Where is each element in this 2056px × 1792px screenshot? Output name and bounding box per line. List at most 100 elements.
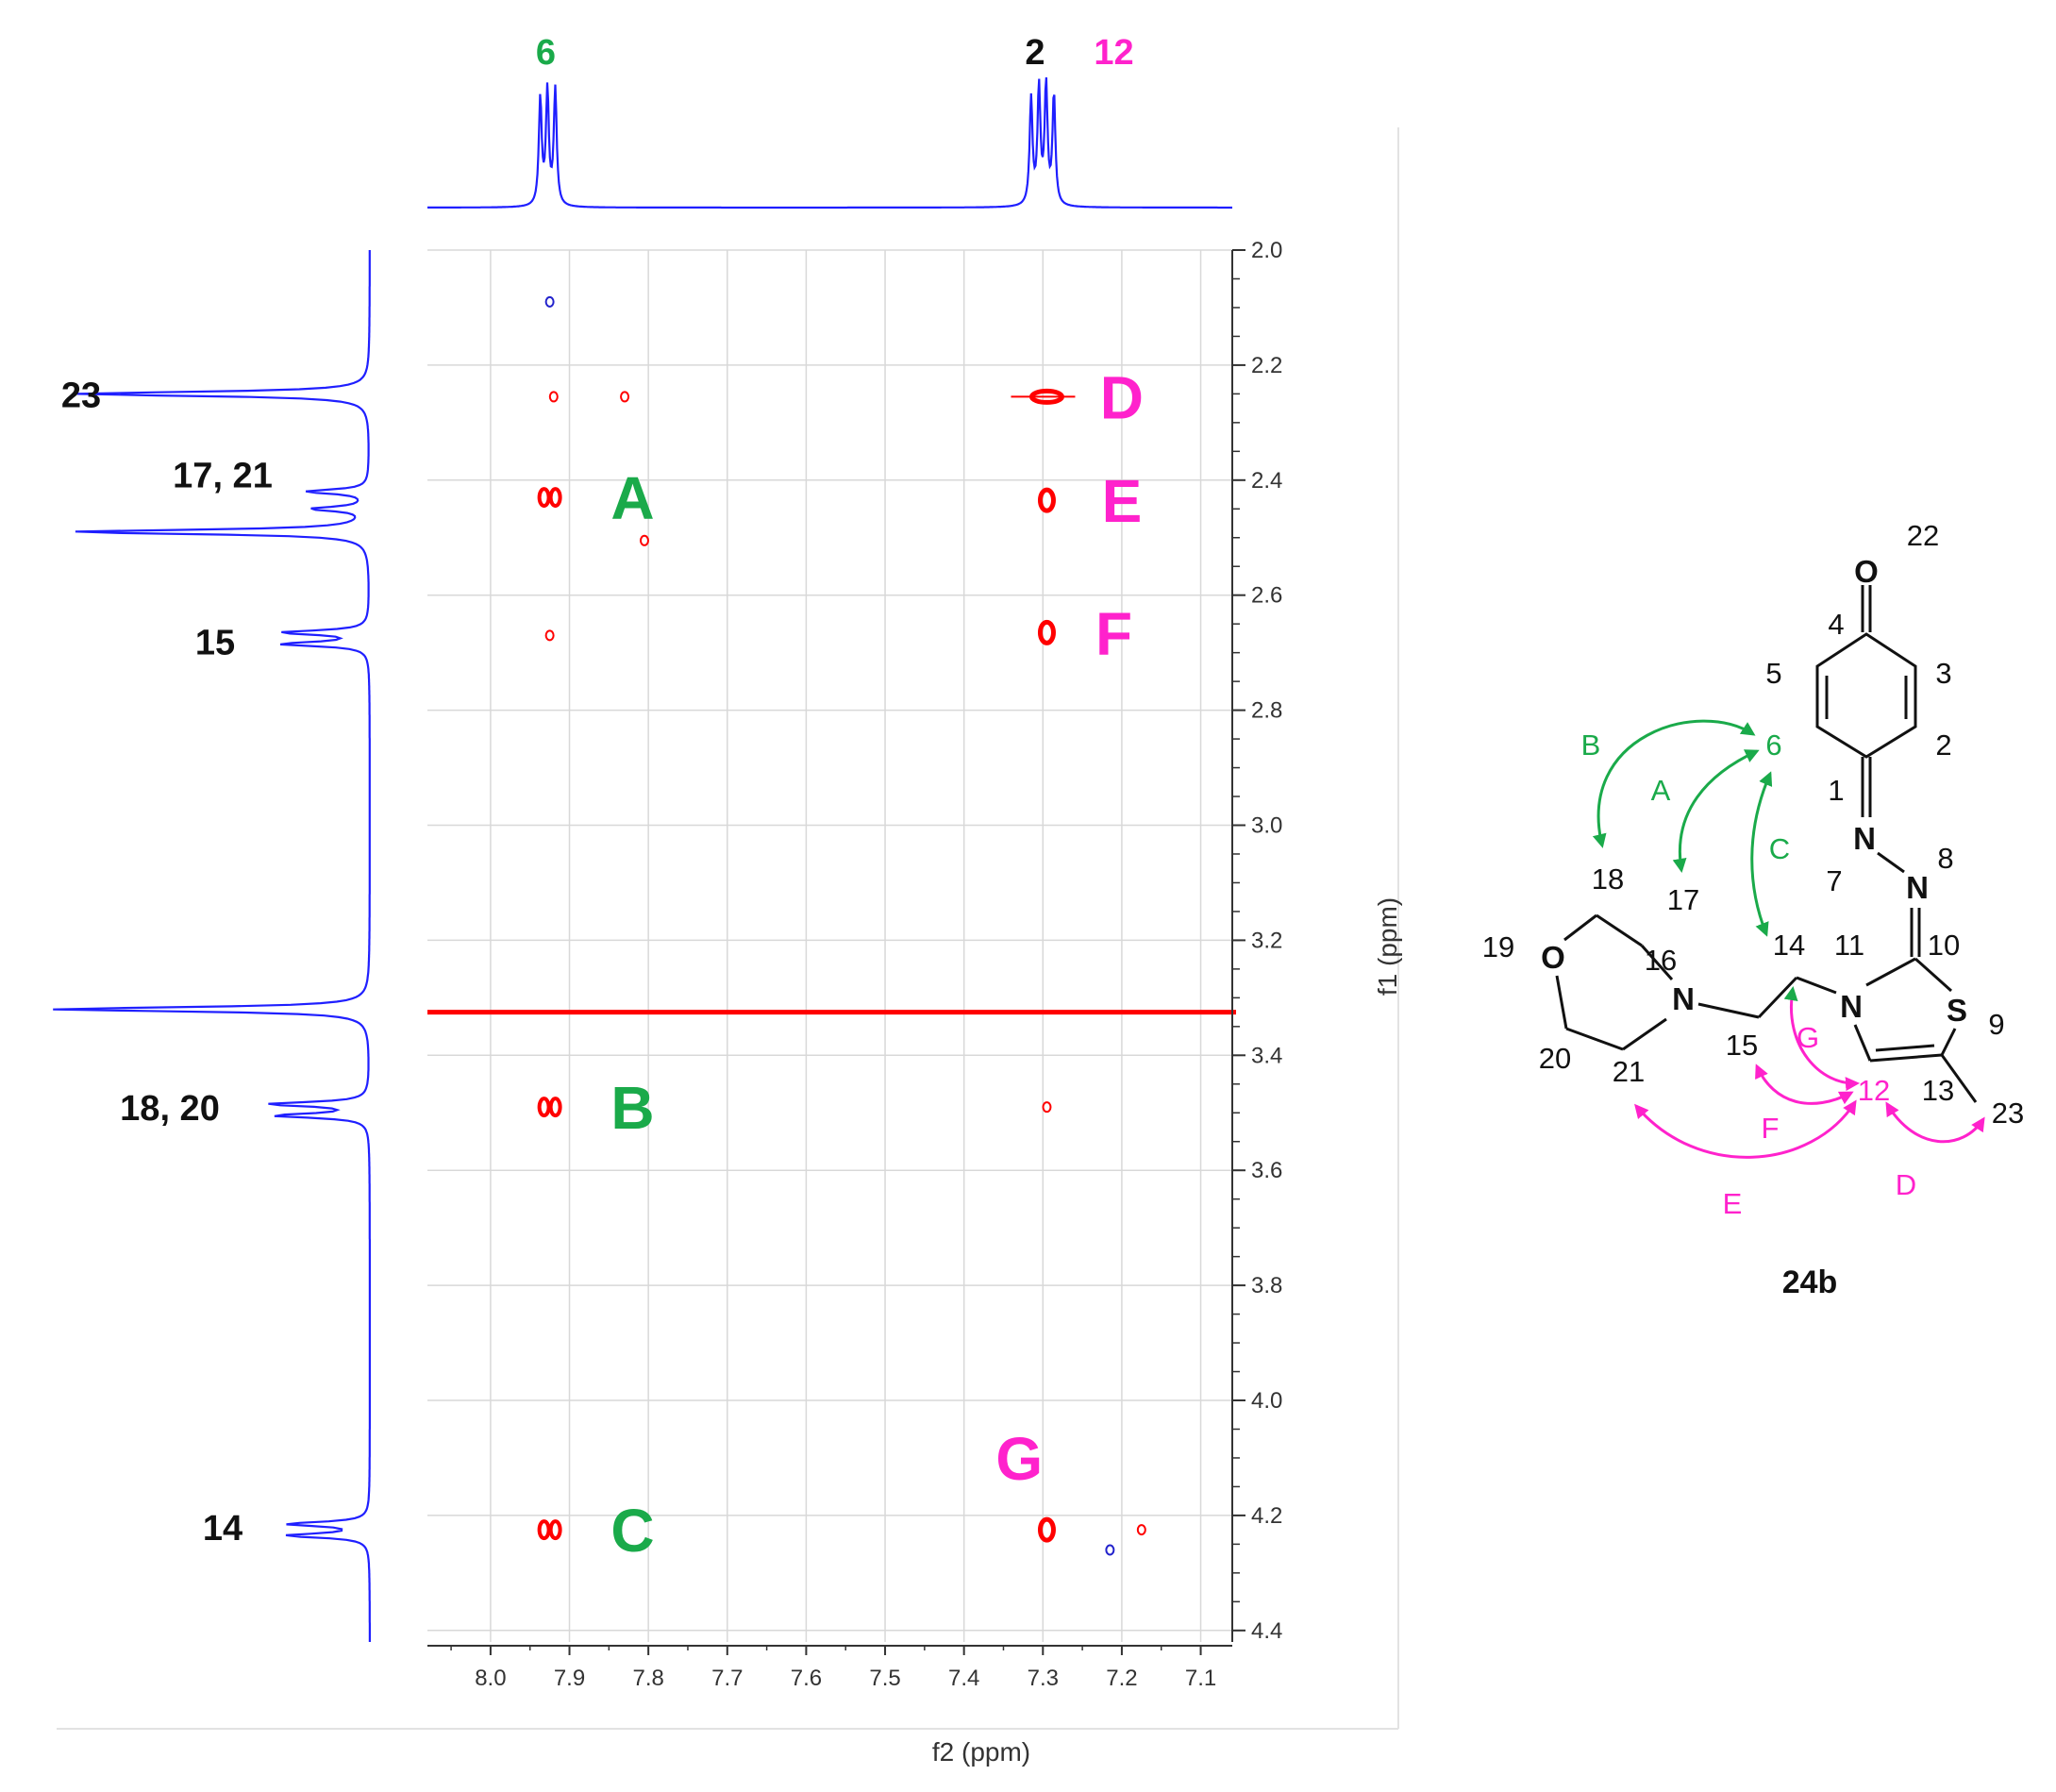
noe-arrows — [1592, 719, 1985, 1159]
x-axis-label: f2 (ppm) — [932, 1737, 1030, 1767]
atom-number-22: 22 — [1907, 519, 1939, 552]
atom-s9: S — [1947, 993, 1967, 1028]
atom-o22: O — [1854, 554, 1879, 589]
atom-number-14: 14 — [1773, 929, 1805, 962]
atom-number-1: 1 — [1828, 774, 1844, 807]
y-tick-label: 2.0 — [1251, 238, 1282, 263]
corr-label-B: B — [610, 1074, 654, 1142]
arrow-e — [1634, 1099, 1857, 1159]
grid-lines — [427, 249, 1232, 1642]
left-projection: 23 17, 21 15 18, 20 14 — [53, 250, 371, 1642]
y-tick-label: 3.6 — [1251, 1158, 1282, 1183]
top-label-12: 12 — [1094, 33, 1133, 73]
corr-label-G: G — [995, 1425, 1043, 1493]
minor-peak — [639, 534, 649, 546]
y-axis-label: f1 (ppm) — [1373, 897, 1402, 996]
arrow-label-e: E — [1723, 1187, 1743, 1220]
y-tick-label: 3.2 — [1251, 928, 1282, 953]
x-tick-label: 7.6 — [791, 1666, 822, 1691]
x-tick-label: 7.3 — [1028, 1666, 1059, 1691]
left-label-23: 23 — [61, 376, 101, 415]
left-projection-trace — [53, 250, 371, 1642]
x-tick-label: 8.0 — [475, 1666, 506, 1691]
minor-peak — [1136, 1524, 1146, 1536]
bond-n7-n8 — [1877, 851, 1905, 874]
arrow-b — [1592, 719, 1756, 848]
atom-number-16: 16 — [1645, 944, 1677, 977]
left-label-18-20: 18, 20 — [120, 1089, 220, 1129]
bond-c21-n16 — [1622, 1017, 1667, 1051]
y-axis: 2.02.22.42.62.83.03.23.43.63.84.04.24.4 … — [1231, 238, 1402, 1644]
bond-s9-c13 — [1940, 1028, 1957, 1056]
y-tick-label: 3.4 — [1251, 1043, 1282, 1068]
y-tick-label: 3.0 — [1251, 813, 1282, 839]
atom-number-6: 6 — [1765, 729, 1781, 762]
atom-number-8: 8 — [1937, 842, 1953, 875]
noesy-plot: A B C DEF G — [427, 249, 1236, 1642]
y-ticks: 2.0 2.2 2.4 2.6 2.8 3.0 3.2 3.4 3.6 3.8 4.0 4.2 4.4 — [1232, 238, 1282, 1644]
y-tick-label: 3.8 — [1251, 1273, 1282, 1298]
bond-n16-c17 — [1640, 945, 1674, 980]
molecule-24b — [1555, 585, 1978, 1103]
arrow-label-a: A — [1651, 774, 1671, 807]
top-projection-labels: 6 2 12 — [536, 33, 1134, 73]
cross-peak-C-pair — [548, 1519, 562, 1541]
minor-peak — [1105, 1544, 1115, 1556]
x-tick-label: 7.1 — [1185, 1666, 1216, 1691]
x-tick-label: 7.4 — [948, 1666, 979, 1691]
bond-c15-n16 — [1697, 1002, 1760, 1019]
y-tick-label: 4.4 — [1251, 1618, 1282, 1644]
quinoid-ring — [1815, 632, 1917, 759]
left-label-15: 15 — [195, 623, 235, 662]
bond-n11-c14 — [1796, 976, 1837, 995]
atom-number-9: 9 — [1988, 1008, 2004, 1041]
top-projection: 6 2 12 — [427, 33, 1232, 209]
arrow-a — [1672, 749, 1760, 873]
corr-label-C: C — [610, 1497, 654, 1565]
atom-number-15: 15 — [1726, 1029, 1758, 1062]
minor-peak — [548, 391, 559, 403]
noe-arrow-labels: B A C G F E D — [1581, 729, 1917, 1220]
x-ticks: 8.0 7.9 7.8 7.7 7.6 7.5 7.4 7.3 7.2 7.1 — [450, 1646, 1216, 1691]
atom-n8: N — [1906, 870, 1929, 905]
minor-peak — [1042, 1101, 1052, 1114]
y-tick-label: 2.6 — [1251, 583, 1282, 609]
x-tick-label: 7.9 — [554, 1666, 585, 1691]
bond-c20-c21 — [1565, 1027, 1624, 1051]
atom-number-12: 12 — [1858, 1074, 1890, 1107]
corr-label-D: D — [1100, 363, 1144, 431]
minor-peak — [544, 629, 555, 642]
cross-peaks — [537, 388, 1076, 1543]
cross-peak-B — [537, 1097, 551, 1118]
arrow-label-b: B — [1581, 729, 1601, 762]
atom-number-4: 4 — [1828, 608, 1844, 641]
atom-number-10: 10 — [1928, 929, 1960, 962]
minor-peaks — [544, 295, 1146, 1556]
x-tick-label: 7.8 — [632, 1666, 663, 1691]
x-tick-label: 7.5 — [869, 1666, 900, 1691]
cross-peak-E — [1037, 487, 1056, 513]
atom-number-20: 20 — [1539, 1042, 1571, 1075]
atom-number-11: 11 — [1834, 929, 1864, 962]
y-tick-label: 4.2 — [1251, 1503, 1282, 1529]
corr-label-A: A — [610, 464, 654, 532]
left-label-17-21: 17, 21 — [173, 457, 273, 496]
atom-o19: O — [1541, 940, 1565, 975]
atom-number-21: 21 — [1613, 1055, 1645, 1088]
left-label-14: 14 — [203, 1509, 242, 1549]
bond-o19-c20 — [1555, 975, 1568, 1030]
atom-n16: N — [1672, 981, 1695, 1016]
atom-number-19: 19 — [1482, 930, 1514, 963]
minor-peak — [544, 295, 555, 308]
arrow-label-g: G — [1797, 1021, 1819, 1054]
atom-n7: N — [1853, 821, 1876, 856]
y-tick-label: 2.8 — [1251, 698, 1282, 724]
x-axis: 8.0 7.9 7.8 7.7 7.6 7.5 7.4 7.3 7.2 7.1 f2 (ppm) — [427, 1645, 1232, 1767]
minor-peak — [620, 391, 630, 403]
atom-number-5: 5 — [1765, 657, 1781, 690]
corr-label-F: F — [1095, 599, 1132, 667]
atom-number-2: 2 — [1935, 729, 1951, 762]
arrow-label-f: F — [1762, 1112, 1780, 1145]
left-projection-labels: 23 17, 21 15 18, 20 14 — [61, 376, 273, 1549]
